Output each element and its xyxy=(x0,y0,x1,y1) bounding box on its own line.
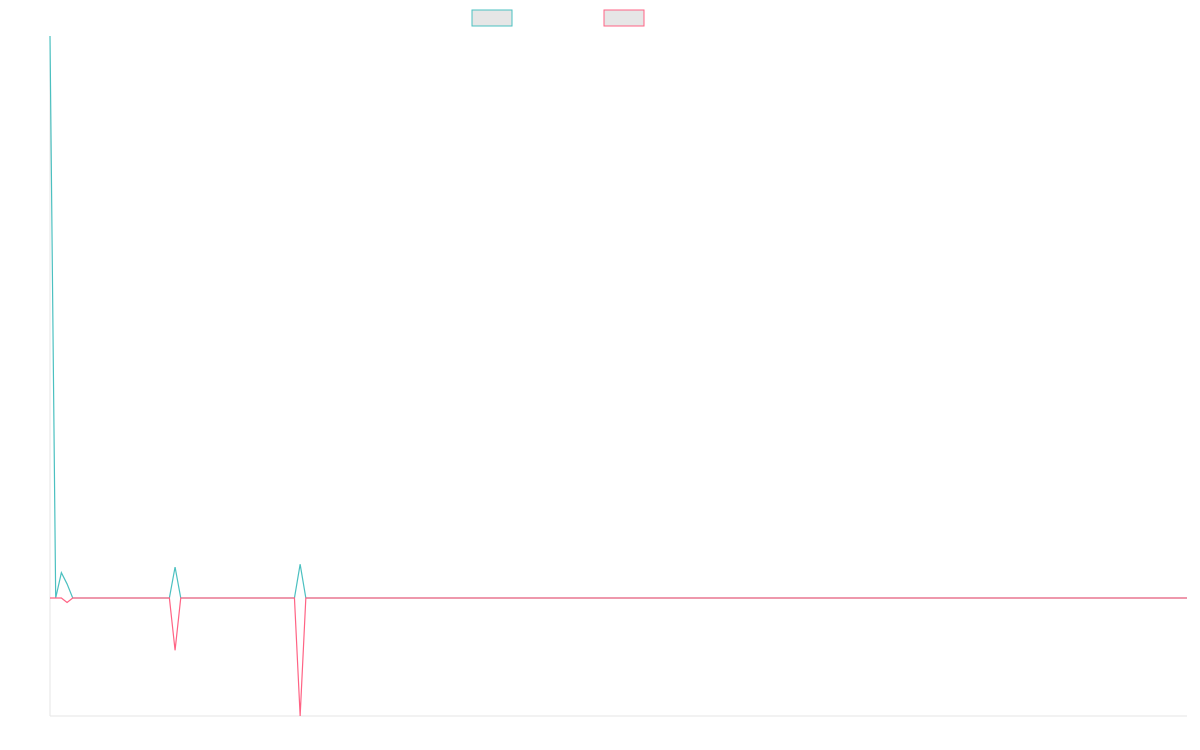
legend-swatch-1 xyxy=(471,9,513,27)
legend-swatch-2 xyxy=(603,9,645,27)
legend xyxy=(471,9,645,27)
series-line-1 xyxy=(49,35,1187,599)
series-layer xyxy=(49,35,1187,717)
series-line-2 xyxy=(50,597,1187,717)
axes xyxy=(49,36,1187,717)
